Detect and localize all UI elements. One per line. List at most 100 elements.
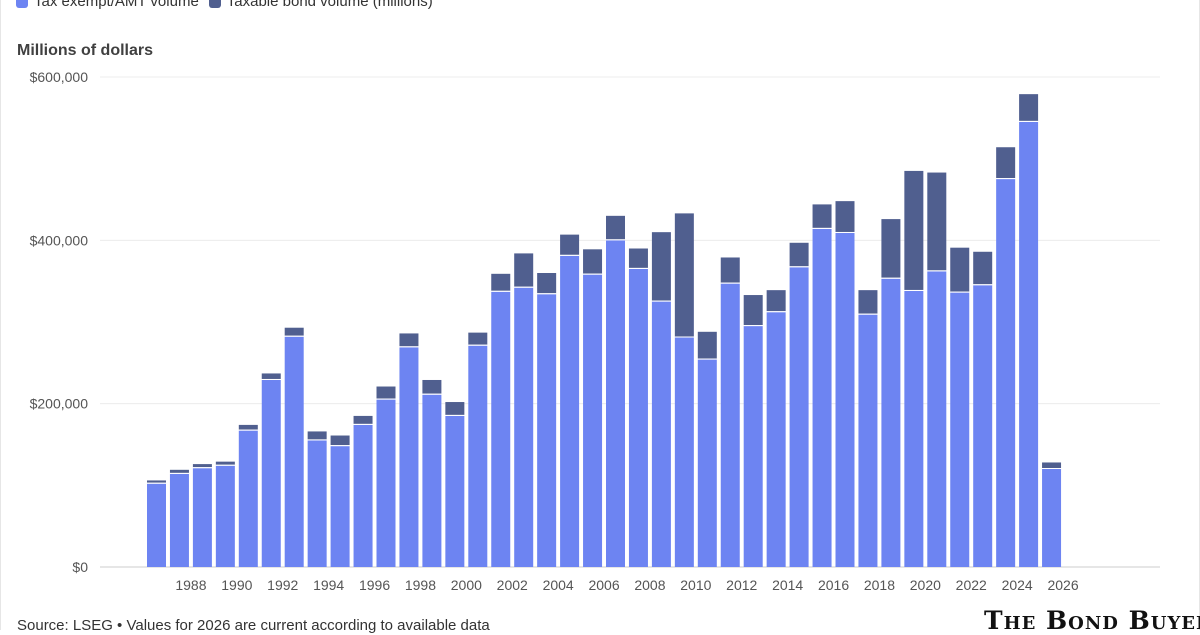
bar-tax-exempt-2020 [904,290,924,567]
bar-tax-exempt-2000 [445,415,465,567]
x-tick-label: 2022 [956,577,987,593]
bar-separator [766,311,786,313]
x-tick-label: 1998 [405,577,436,593]
y-tick-label: $400,000 [30,232,89,248]
bar-tax-exempt-2003 [514,287,534,567]
bar-tax-exempt-1987 [147,483,166,567]
bar-taxable-1989 [192,464,212,468]
x-tick-label: 2000 [451,577,482,593]
bar-taxable-2015 [789,242,809,267]
bar-tax-exempt-2016 [812,228,832,567]
bar-separator [973,284,993,286]
bar-separator [697,358,717,360]
bar-separator [422,393,442,395]
bar-separator [468,344,488,346]
bar-tax-exempt-2009 [651,301,671,567]
y-tick-label: $600,000 [30,69,89,85]
legend-swatch-tax-exempt [16,0,28,8]
bar-taxable-2019 [881,219,901,278]
bar-tax-exempt-2001 [468,345,488,567]
bar-taxable-2020 [904,170,924,290]
bar-taxable-2025 [1019,94,1039,121]
bar-separator [858,313,878,315]
bar-taxable-2018 [858,290,878,314]
bar-taxable-1993 [284,327,304,336]
bar-tax-exempt-2023 [973,285,993,567]
bar-tax-exempt-2022 [950,292,970,567]
bar-separator [1019,120,1039,122]
bar-taxable-2014 [766,290,786,312]
bar-tax-exempt-1994 [307,440,327,567]
bar-separator [238,429,258,431]
bar-tax-exempt-2010 [674,337,694,567]
bar-separator [261,378,281,380]
bar-taxable-2017 [835,201,855,232]
bar-taxable-2011 [697,331,717,359]
bar-tax-exempt-2011 [697,359,717,567]
source-note: Source: LSEG • Values for 2026 are curre… [17,617,490,634]
bar-separator [514,286,534,288]
bar-tax-exempt-2021 [927,271,947,567]
bar-separator [996,178,1016,180]
bar-separator [307,439,327,441]
bar-tax-exempt-2012 [720,283,740,567]
brand-logo: The Bond Buyer [984,606,1200,635]
x-tick-label: 2008 [634,577,665,593]
bar-taxable-2024 [996,147,1016,179]
bar-tax-exempt-2014 [766,312,786,567]
bar-separator [169,472,189,474]
x-tick-label: 1988 [175,577,206,593]
bar-tax-exempt-2017 [835,232,855,567]
bar-separator [628,267,648,269]
bar-tax-exempt-1989 [192,468,212,567]
bar-tax-exempt-1993 [284,336,304,567]
y-axis-title: Millions of dollars [17,42,154,59]
chart-legend: Tax exempt/AMT volume Taxable bond volum… [16,0,443,10]
bar-tax-exempt-1988 [169,473,189,567]
bar-separator [743,325,763,327]
legend-swatch-taxable [208,0,221,8]
bar-separator [674,336,694,338]
bar-taxable-2001 [468,332,488,345]
x-tick-label: 1992 [267,577,298,593]
bar-tax-exempt-2013 [743,326,763,567]
bar-separator [606,239,625,241]
bar-separator [537,293,557,295]
x-tick-label: 1994 [313,577,344,593]
bar-separator [399,346,419,348]
frame-left-border [0,0,1,630]
y-tick-label: $200,000 [30,396,89,412]
bar-separator [789,266,809,268]
x-tick-label: 2014 [772,577,803,593]
x-tick-label: 2012 [726,577,757,593]
legend-item-tax-exempt[interactable]: Tax exempt/AMT volume [16,0,199,10]
bar-tax-exempt-2004 [537,294,557,567]
bar-taxable-1988 [169,469,189,473]
bar-taxable-1992 [261,373,281,379]
bar-taxable-2010 [674,213,694,337]
bar-taxable-1991 [238,424,258,430]
x-tick-label: 2010 [680,577,711,593]
legend-label-taxable: Taxable bond volume (millions) [226,0,433,10]
bar-tax-exempt-2015 [789,267,809,567]
bar-taxable-2005 [560,234,580,255]
bar-tax-exempt-2019 [881,278,901,567]
x-tick-label: 2004 [543,577,574,593]
bar-taxable-2006 [583,249,603,274]
bar-separator [147,482,166,484]
bar-separator [353,423,373,425]
bar-taxable-2022 [950,247,970,292]
bar-tax-exempt-1999 [422,394,442,567]
bar-taxable-2000 [445,402,465,415]
bar-taxable-2026 [1042,462,1062,468]
bar-tax-exempt-1998 [399,347,419,567]
legend-item-taxable[interactable]: Taxable bond volume (millions) [208,0,433,10]
bar-separator [812,227,832,229]
bar-tax-exempt-2025 [1019,121,1039,568]
bar-separator [950,291,970,293]
bar-taxable-2009 [651,232,671,301]
bar-taxable-1990 [215,461,235,465]
bar-taxable-1997 [376,386,396,399]
bar-tax-exempt-1997 [376,399,396,567]
bar-separator [491,290,511,292]
